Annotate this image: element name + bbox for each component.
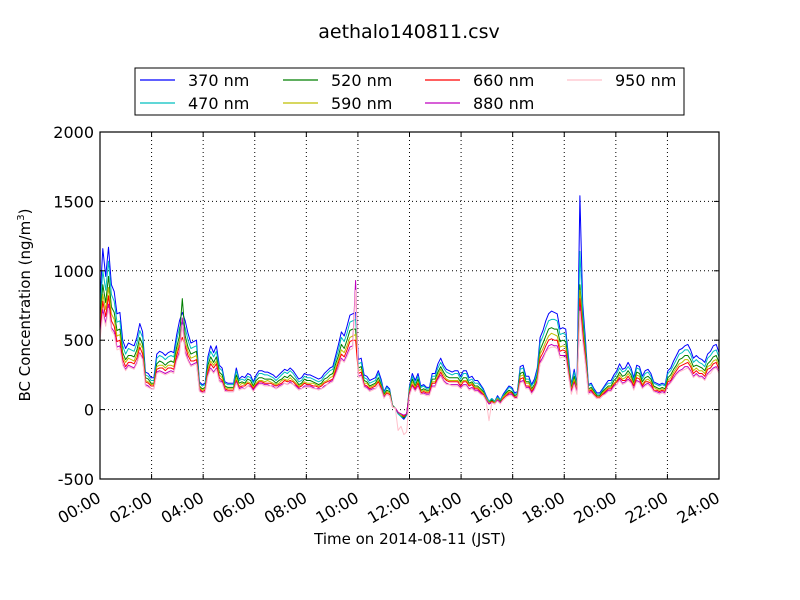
x-tick-label: 06:00 xyxy=(209,488,258,528)
legend-label: 370 nm xyxy=(188,71,249,90)
x-tick-label: 16:00 xyxy=(467,488,516,528)
legend-label: 590 nm xyxy=(331,94,392,113)
y-tick-label: -500 xyxy=(58,470,94,489)
x-axis-title: Time on 2014-08-11 (JST) xyxy=(313,530,506,548)
y-tick-label: 500 xyxy=(63,331,94,350)
x-tick-label: 04:00 xyxy=(158,488,207,528)
x-tick-label: 18:00 xyxy=(519,488,568,528)
legend: 370 nm 470 nm 520 nm 590 nm 660 nm 880 nm 950 … xyxy=(140,71,676,113)
plot-area xyxy=(100,132,719,479)
x-tick-label: 10:00 xyxy=(312,488,361,528)
x-tick-label: 22:00 xyxy=(622,488,671,528)
x-tick-label: 24:00 xyxy=(674,488,723,528)
y-axis-title-suffix: ) xyxy=(16,209,34,215)
legend-label: 880 nm xyxy=(473,94,534,113)
legend-box xyxy=(134,67,685,116)
legend-label: 520 nm xyxy=(331,71,392,90)
series-line-470-nm xyxy=(99,250,720,419)
legend-label: 950 nm xyxy=(615,71,676,90)
y-axis-title-main: BC Concentration (ng/m xyxy=(16,221,34,402)
x-tick-label: 00:00 xyxy=(55,488,104,528)
x-tick-label: 02:00 xyxy=(106,488,155,528)
y-tick-label: 1500 xyxy=(53,192,94,211)
y-tick-label: 1000 xyxy=(53,262,94,281)
series-line-950-nm xyxy=(99,289,720,436)
x-tick-label: 08:00 xyxy=(261,488,310,528)
legend-label: 660 nm xyxy=(473,71,534,90)
axis-ticks xyxy=(99,131,720,480)
y-tick-label: 0 xyxy=(84,401,94,420)
y-tick-labels: -500 0 500 1000 1500 2000 xyxy=(53,123,94,489)
y-axis-title-superscript: 3 xyxy=(16,214,27,220)
legend-label: 470 nm xyxy=(188,94,249,113)
x-tick-label: 14:00 xyxy=(416,488,465,528)
x-tick-labels: 00:00 02:00 04:00 06:00 08:00 10:00 12:00 14:00… xyxy=(55,488,723,528)
series-lines xyxy=(99,195,720,436)
y-tick-label: 2000 xyxy=(53,123,94,142)
x-tick-label: 12:00 xyxy=(364,488,413,528)
chart-title: aethalo140811.csv xyxy=(318,21,500,43)
y-axis-title: BC Concentration (ng/m3) xyxy=(16,209,34,402)
x-tick-label: 20:00 xyxy=(570,488,619,528)
